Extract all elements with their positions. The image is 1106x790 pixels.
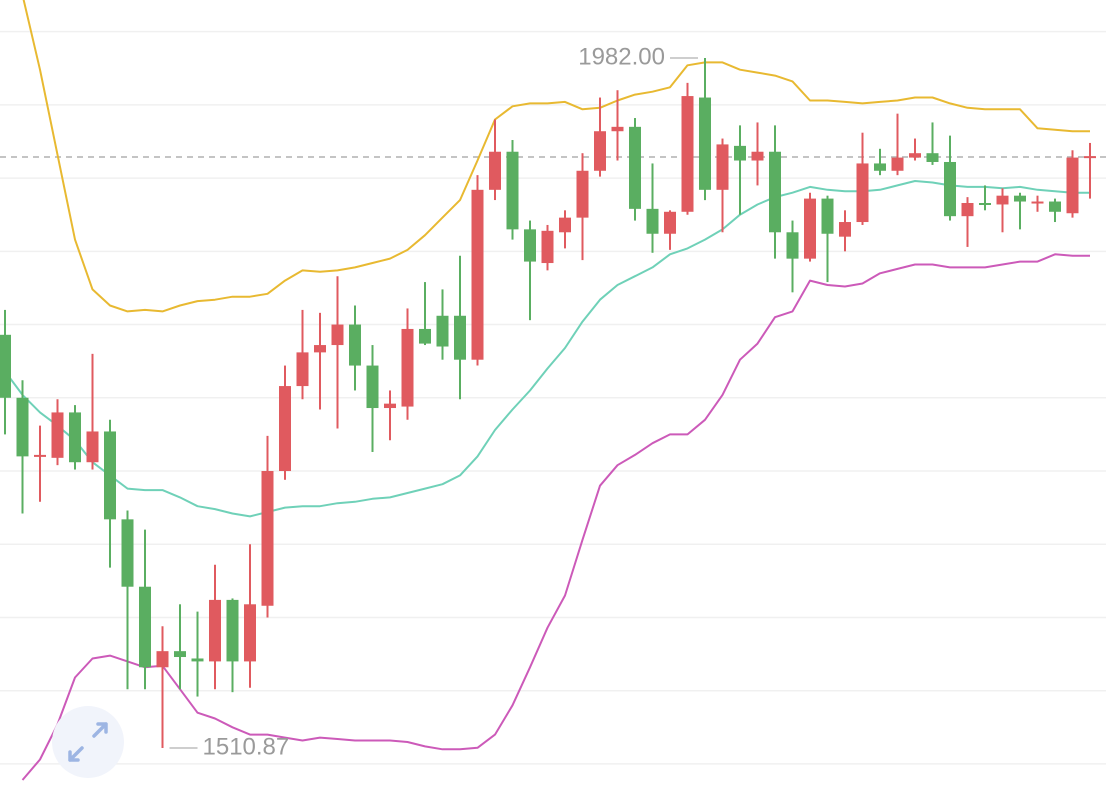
candle-body (926, 153, 939, 162)
candle-body (279, 386, 291, 472)
candle-body (594, 131, 606, 171)
candle-body (34, 454, 46, 457)
candle-body (804, 198, 816, 259)
candle-body (191, 658, 204, 662)
candle-body (156, 651, 169, 668)
grid (0, 30, 1106, 765)
candle-body (51, 412, 64, 458)
candle-body (751, 151, 764, 161)
candle-body (979, 202, 991, 205)
candle-body (856, 163, 869, 223)
candle-body (646, 208, 659, 234)
candle-body (664, 211, 676, 234)
candle-body (86, 431, 99, 463)
candle-body (541, 230, 554, 264)
candle-body (506, 151, 519, 230)
candle-body (121, 519, 134, 587)
candle-body (454, 315, 466, 360)
annotation-label: 1982.00 (578, 43, 665, 70)
candle-body (874, 163, 886, 171)
candle-body (401, 328, 414, 407)
candle-body (209, 599, 221, 662)
candle-body (821, 198, 834, 234)
candle-body (261, 471, 274, 606)
candle-body (69, 412, 81, 463)
candle-body (839, 222, 851, 237)
candle-body (524, 229, 536, 262)
candle-body (384, 403, 396, 409)
candle-body (489, 151, 501, 190)
candle-body (629, 126, 641, 209)
candle-body (296, 352, 309, 387)
band-line-lower (21, 253, 1090, 781)
candle-body (699, 97, 711, 190)
candle-body (734, 145, 746, 161)
candle-body (1049, 201, 1061, 212)
candle-body (314, 345, 326, 353)
candle-body (244, 604, 256, 662)
candle-body (331, 324, 344, 346)
candle-body (419, 328, 431, 344)
candle-body (996, 195, 1009, 205)
expand-icon[interactable] (68, 722, 108, 762)
candle-body (366, 365, 379, 409)
annotations: 1982.00 1510.87 (169, 43, 698, 760)
candle-body (769, 151, 781, 233)
candle-body (559, 217, 571, 233)
candle-body (436, 315, 449, 347)
candle-body (1031, 201, 1044, 204)
candle-body (349, 324, 361, 366)
band-line-upper (22, 0, 1090, 313)
candle-body (139, 586, 151, 668)
candle-body (961, 202, 974, 217)
candle-body (0, 334, 11, 398)
candle-body (786, 232, 799, 259)
candle-body (174, 651, 186, 658)
candle-body (944, 161, 956, 217)
candles (0, 57, 1096, 749)
band-line-middle (4, 180, 1090, 518)
candle-body (1066, 157, 1079, 214)
candle-body (909, 153, 921, 158)
expand-button[interactable] (52, 706, 124, 778)
candle-body (226, 599, 239, 662)
candle-body (1014, 195, 1026, 202)
candle-body (104, 431, 116, 520)
candle-body (16, 397, 29, 457)
candle-body (576, 170, 589, 218)
candle-body (681, 96, 694, 212)
candle-body (716, 144, 729, 190)
candle-body (891, 157, 904, 171)
annotation-label: 1510.87 (203, 733, 290, 760)
candle-body (1084, 156, 1096, 159)
candle-body (611, 126, 624, 132)
bollinger-bands (4, 0, 1090, 781)
expand-button-background[interactable] (52, 706, 124, 778)
candle-body (471, 189, 484, 360)
